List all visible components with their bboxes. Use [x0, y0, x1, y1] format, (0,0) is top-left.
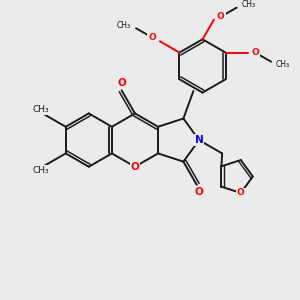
Text: CH₃: CH₃ [242, 0, 256, 9]
Text: O: O [251, 48, 259, 57]
Text: O: O [237, 188, 245, 197]
Text: CH₃: CH₃ [117, 21, 131, 30]
Text: O: O [217, 12, 225, 21]
Text: O: O [148, 33, 156, 42]
Text: O: O [194, 187, 203, 196]
Text: O: O [117, 78, 126, 88]
Text: CH₃: CH₃ [276, 60, 290, 69]
Text: N: N [195, 135, 203, 145]
Text: CH₃: CH₃ [32, 166, 49, 175]
Text: O: O [130, 162, 139, 172]
Text: CH₃: CH₃ [32, 105, 49, 114]
